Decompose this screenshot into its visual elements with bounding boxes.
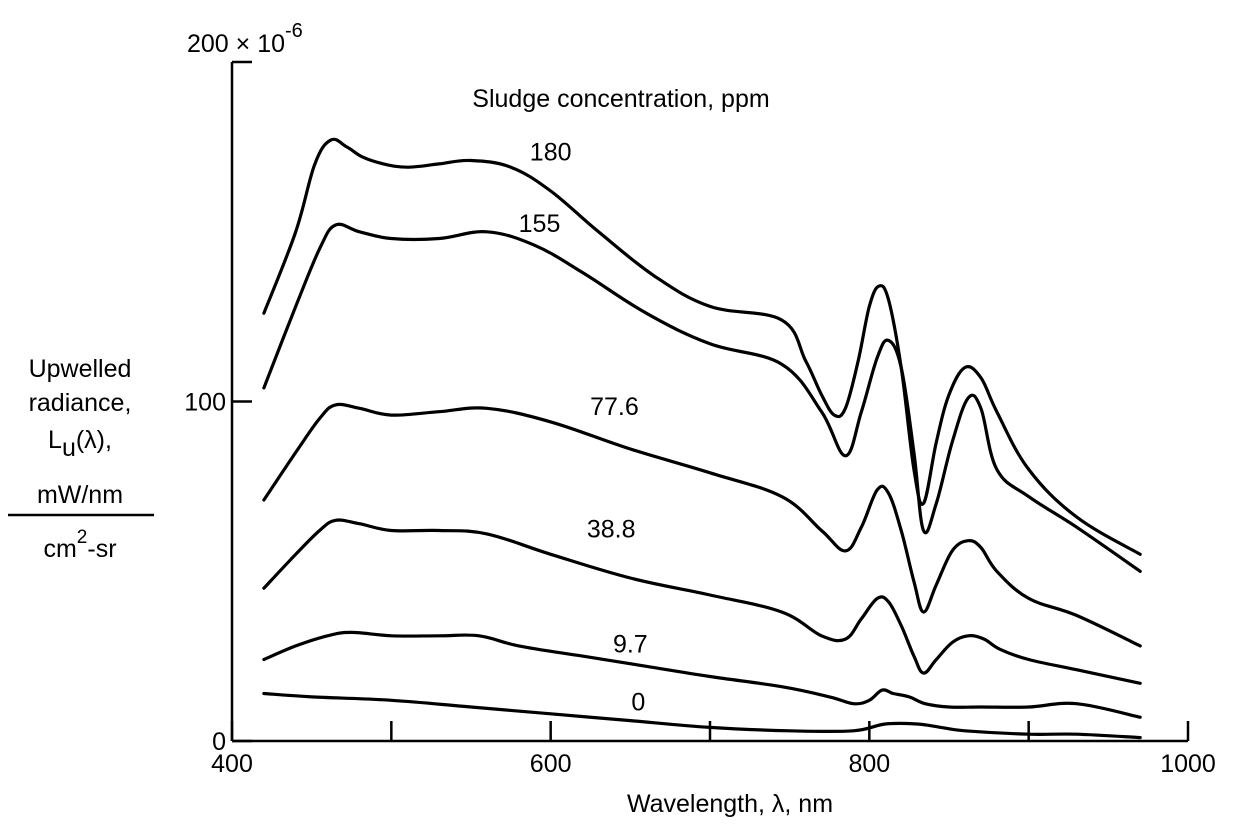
series-line-155 bbox=[262, 222, 1142, 573]
text-layer: 400 600 800 1000 0 100 200 × 10-6 Sludge concen… bbox=[8, 20, 1216, 818]
y-axis-label-line-1: Upwelled bbox=[29, 355, 132, 383]
y-scale-label: 200 × 10-6 bbox=[187, 20, 303, 58]
x-tick-label-600: 600 bbox=[530, 750, 572, 778]
series-label-0: 0 bbox=[631, 688, 645, 716]
x-tick-label-1000: 1000 bbox=[1160, 750, 1216, 778]
series-label-9-7: 9.7 bbox=[613, 631, 648, 659]
y-axis-label-line-2: radiance, bbox=[29, 389, 132, 417]
axes bbox=[230, 60, 1190, 743]
series-line-9-7 bbox=[262, 630, 1142, 719]
series-label-38-8: 38.8 bbox=[587, 515, 636, 543]
y-axis-label-denominator: cm2-sr bbox=[43, 527, 116, 563]
x-tick-label-400: 400 bbox=[211, 750, 253, 778]
series-label-77-6: 77.6 bbox=[590, 393, 639, 421]
x-tick-label-800: 800 bbox=[848, 750, 890, 778]
y-axis-label-symbol: Lu(λ), bbox=[48, 426, 112, 462]
series-line-38-8 bbox=[262, 518, 1142, 685]
y-tick-label-100: 100 bbox=[184, 389, 226, 417]
series-label-180: 180 bbox=[530, 138, 572, 166]
legend-title: Sludge concentration, ppm bbox=[472, 85, 769, 113]
series-line-0 bbox=[262, 691, 1142, 740]
curves bbox=[262, 137, 1142, 740]
y-axis-label-numerator: mW/nm bbox=[37, 481, 123, 509]
series-line-180 bbox=[262, 137, 1142, 556]
y-tick-label-0: 0 bbox=[212, 728, 226, 756]
series-label-155: 155 bbox=[519, 210, 561, 238]
series-line-77-6 bbox=[262, 402, 1142, 648]
x-axis-label: Wavelength, λ, nm bbox=[627, 790, 833, 818]
